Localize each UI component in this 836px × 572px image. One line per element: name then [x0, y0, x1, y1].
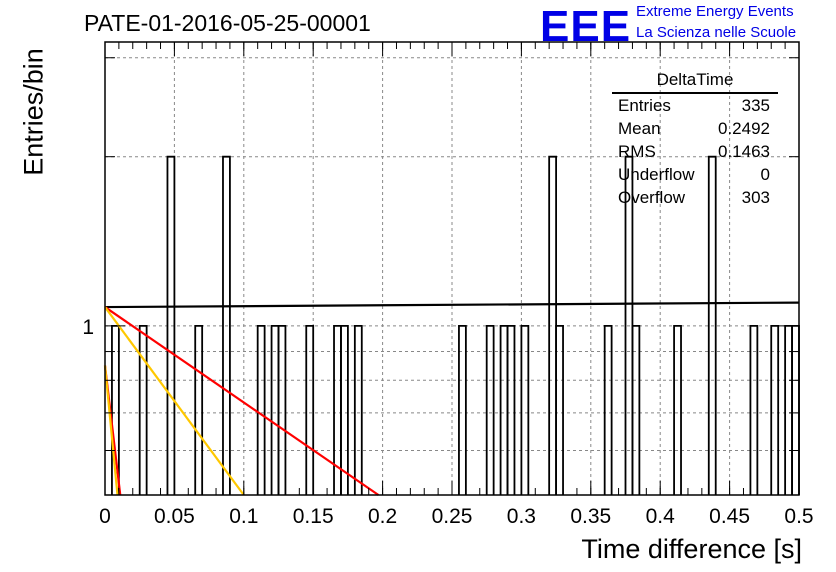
- x-tick-label: 0.15: [293, 505, 334, 528]
- histogram-bin: [673, 324, 682, 495]
- fit-curve: [104, 306, 245, 496]
- histogram-bin: [555, 324, 564, 495]
- stats-label: Overflow: [618, 188, 686, 207]
- x-tick-label: 0.25: [432, 505, 473, 528]
- histogram-bin: [256, 324, 266, 495]
- y-axis-label: Entries/bin: [18, 48, 49, 176]
- histogram-bin: [340, 324, 349, 495]
- histogram-bin: [305, 324, 315, 495]
- eee-logo: EEE: [540, 2, 632, 51]
- fit-curve: [104, 306, 380, 496]
- histogram-bin: [707, 155, 717, 495]
- grid-lines: [105, 42, 799, 495]
- stats-row-rms: RMS 0.1463: [612, 140, 778, 163]
- x-tick-label: 0.5: [784, 505, 813, 528]
- plot-title: PATE-01-2016-05-25-00001: [84, 10, 371, 36]
- histogram-bin: [458, 324, 467, 495]
- stats-value: 0: [760, 165, 770, 184]
- histogram-bin: [222, 155, 231, 495]
- stats-label: RMS: [618, 142, 656, 161]
- fit-curve: [104, 301, 800, 309]
- histogram-bin: [138, 324, 148, 495]
- stats-value: 303: [741, 188, 770, 207]
- stats-row-mean: Mean 0.2492: [612, 117, 778, 140]
- stats-title: DeltaTime: [612, 70, 778, 94]
- stats-value: 335: [741, 96, 770, 115]
- stats-label: Entries: [618, 96, 671, 115]
- stats-row-overflow: Overflow 303: [612, 186, 778, 209]
- histogram-bin: [194, 324, 204, 495]
- x-tick-label: 0.1: [229, 505, 258, 528]
- logo-line-1: Extreme Energy Events: [636, 3, 794, 20]
- histogram-bin: [277, 324, 287, 495]
- stats-box: DeltaTime Entries 335 Mean 0.2492 RMS 0.…: [612, 70, 778, 209]
- logo-line-2: La Scienza nelle Scuole: [636, 24, 797, 41]
- stats-row-underflow: Underflow 0: [612, 163, 778, 186]
- stats-label: Underflow: [618, 165, 695, 184]
- y-tick-label: 1: [82, 316, 94, 339]
- histogram-bin: [770, 324, 780, 495]
- x-tick-label: 0.05: [154, 505, 195, 528]
- fit-curves: [103, 301, 800, 496]
- stats-value: 0.2492: [718, 119, 770, 138]
- histogram-bin: [166, 155, 176, 495]
- histogram-bin: [506, 324, 516, 495]
- x-tick-label: 0.45: [709, 505, 750, 528]
- stats-value: 0.1463: [718, 142, 770, 161]
- x-tick-label: 0.3: [507, 505, 536, 528]
- x-tick-label: 0: [99, 505, 111, 528]
- histogram-bin: [353, 324, 363, 495]
- histogram-bin: [520, 324, 530, 495]
- histogram-bin: [631, 324, 641, 495]
- stats-row-entries: Entries 335: [612, 94, 778, 117]
- stats-label: Mean: [618, 119, 661, 138]
- histogram-bin: [485, 324, 495, 495]
- fit-curve: [103, 365, 119, 496]
- x-axis-label: Time difference [s]: [581, 534, 802, 564]
- tick-labels: 0 0.05 0.1 0.15 0.2 0.25 0.3 0.35 0.4 0.45 0.5 1: [82, 316, 813, 528]
- x-tick-label: 0.2: [368, 505, 397, 528]
- x-tick-label: 0.35: [570, 505, 611, 528]
- x-tick-label: 0.4: [646, 505, 676, 528]
- histogram-bin: [749, 324, 759, 495]
- histogram-bin: [603, 324, 613, 495]
- axis-ticks: [104, 42, 800, 496]
